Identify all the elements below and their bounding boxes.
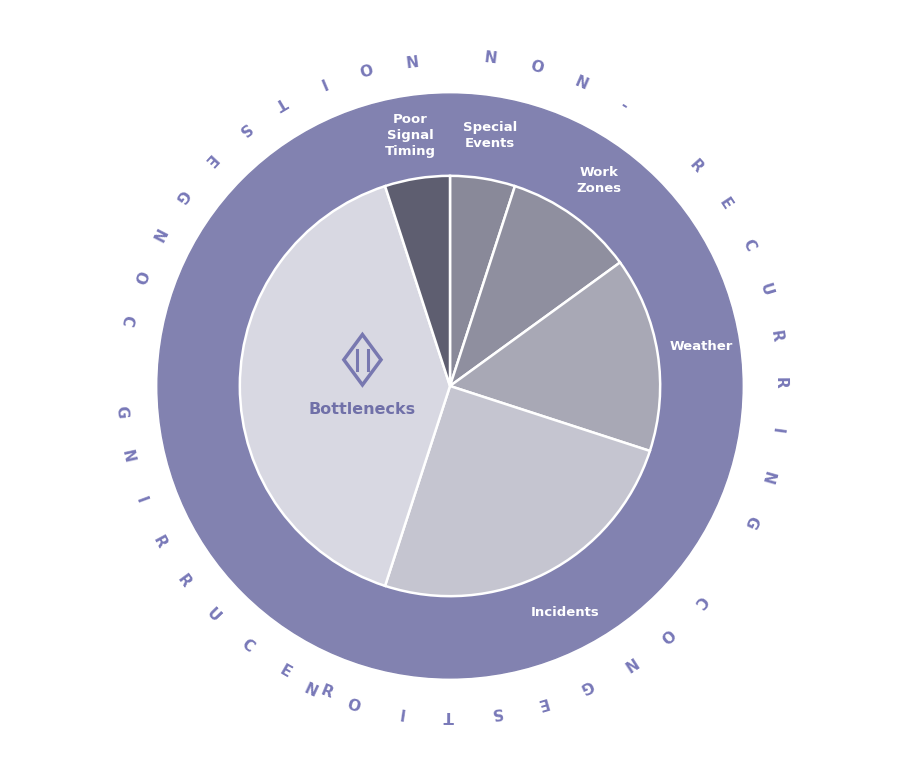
Text: E: E xyxy=(716,195,734,212)
Text: C: C xyxy=(739,237,758,253)
Wedge shape xyxy=(450,186,620,386)
Text: O: O xyxy=(528,59,545,76)
Text: T: T xyxy=(444,709,454,723)
Text: Incidents: Incidents xyxy=(531,606,599,619)
Text: R: R xyxy=(319,682,335,701)
Text: O: O xyxy=(130,268,148,285)
Text: U: U xyxy=(203,606,223,625)
Text: N: N xyxy=(148,225,166,243)
Text: G: G xyxy=(113,405,129,418)
Text: I: I xyxy=(132,496,148,506)
Text: S: S xyxy=(234,120,252,138)
Text: N: N xyxy=(619,654,638,673)
Text: E: E xyxy=(536,694,549,711)
Text: C: C xyxy=(118,313,135,327)
Text: R: R xyxy=(768,329,784,343)
Text: N: N xyxy=(758,469,776,485)
Text: N: N xyxy=(402,50,417,67)
Text: I: I xyxy=(398,704,405,720)
Wedge shape xyxy=(385,386,650,596)
Wedge shape xyxy=(450,176,515,386)
Text: C: C xyxy=(690,592,709,611)
Text: R: R xyxy=(687,157,706,176)
Text: N: N xyxy=(119,449,137,465)
Text: R: R xyxy=(150,533,169,551)
Text: O: O xyxy=(356,59,374,76)
Text: Work
Zones: Work Zones xyxy=(577,166,622,195)
Text: R: R xyxy=(175,572,194,590)
Text: I: I xyxy=(316,74,328,90)
Text: -: - xyxy=(616,97,630,113)
Text: Poor
Signal
Timing: Poor Signal Timing xyxy=(385,113,436,157)
Text: G: G xyxy=(171,186,191,205)
Text: T: T xyxy=(273,93,289,112)
Text: Bottlenecks: Bottlenecks xyxy=(309,401,416,417)
Circle shape xyxy=(158,94,742,678)
Text: O: O xyxy=(657,625,676,645)
Text: Weather: Weather xyxy=(669,340,733,353)
Text: R: R xyxy=(772,378,788,389)
Text: E: E xyxy=(201,151,219,169)
Wedge shape xyxy=(239,186,450,586)
Text: G: G xyxy=(578,677,596,696)
Text: O: O xyxy=(346,692,364,711)
Wedge shape xyxy=(450,262,661,451)
Text: N: N xyxy=(302,676,319,695)
Text: S: S xyxy=(490,704,502,721)
Text: E: E xyxy=(277,662,293,681)
Text: N: N xyxy=(483,50,498,67)
Wedge shape xyxy=(385,176,450,386)
Text: C: C xyxy=(238,637,256,655)
Text: Special
Events: Special Events xyxy=(463,120,517,150)
Text: N: N xyxy=(572,74,590,93)
Text: U: U xyxy=(757,282,774,298)
Text: I: I xyxy=(769,427,785,435)
Text: G: G xyxy=(742,513,760,530)
